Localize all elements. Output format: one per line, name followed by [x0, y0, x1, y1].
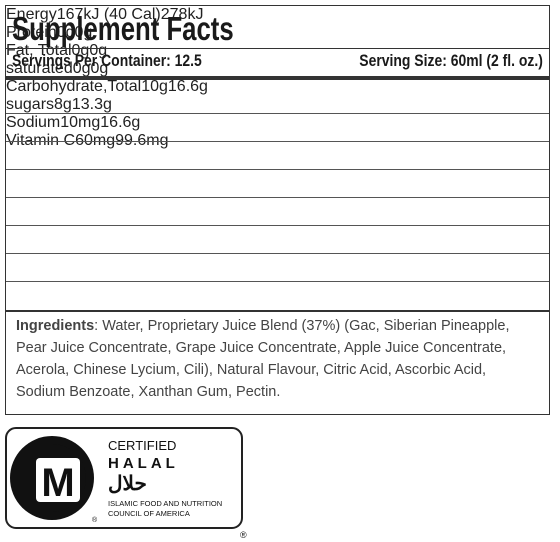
halal-logo: M ® CERTIFIED HALAL حلال ISLAMIC FOOD AN…	[5, 427, 247, 540]
logo-letter: M	[41, 461, 74, 505]
org-line: ISLAMIC FOOD AND NUTRITION	[108, 499, 222, 508]
cell: 0g	[74, 24, 93, 41]
cell: Carbohydrate,Total	[6, 78, 142, 95]
table-row: sugars8g13.3g	[6, 96, 549, 114]
row-rule	[6, 113, 549, 114]
table-row: Energy167kJ (40 Cal)278kJ	[6, 6, 549, 24]
cell: 0g	[56, 24, 75, 41]
ingredients-line: Pear Juice Concentrate, Grape Juice Conc…	[16, 340, 506, 356]
ingredients-line: Ingredients: Water, Proprietary Juice Bl…	[16, 318, 509, 334]
rule-thick	[6, 76, 549, 80]
cell: sugars	[6, 96, 55, 113]
ingredients-line: Acerola, Chinese Lycium, Cili), Natural …	[16, 362, 486, 378]
cell: 8g	[54, 96, 72, 113]
cell: 60mg	[75, 132, 116, 149]
row-rule	[6, 225, 549, 226]
row-rule	[6, 169, 549, 170]
cell: 0g	[90, 60, 109, 77]
cell: Energy	[6, 6, 57, 23]
cell: Protein	[6, 24, 57, 41]
cell: 16.6g	[167, 78, 208, 95]
cell: 167kJ (40 Cal)	[56, 6, 161, 23]
registered-mark: ®	[240, 530, 247, 540]
cell: 16.6g	[100, 114, 141, 131]
cell: 10g	[141, 78, 168, 95]
ingredients-label: Ingredients	[16, 318, 95, 334]
arabic: حلال	[108, 473, 147, 495]
halal: HALAL	[108, 455, 179, 472]
row-rule	[6, 197, 549, 198]
servings: Servings Per Container: 12.5	[12, 51, 202, 70]
cell: Fat, Total	[6, 42, 72, 59]
ingredients-text: Sodium Benzoate, Xanthan Gum, Pectin.	[16, 384, 281, 400]
cell: 10mg	[60, 114, 101, 131]
table-row: Vitamin C60mg99.6mg	[6, 132, 549, 150]
cell: 0g	[72, 60, 91, 77]
cell: 278kJ	[160, 6, 204, 23]
cell: saturated	[6, 60, 73, 77]
rule	[6, 310, 549, 312]
cell: 0g	[89, 42, 108, 59]
table-row: Sodium10mg16.6g	[6, 114, 549, 132]
cell: 13.3g	[71, 96, 112, 113]
row-rule	[6, 141, 549, 142]
cell: 0g	[71, 42, 90, 59]
ingredients-line: Sodium Benzoate, Xanthan Gum, Pectin.	[16, 384, 280, 400]
ingredients-text: Acerola, Chinese Lycium, Cili), Natural …	[16, 362, 487, 378]
cell: Vitamin C	[6, 132, 76, 149]
title: Supplement Facts	[12, 10, 234, 47]
facts-panel: Supplement Facts Servings Per Container:…	[5, 5, 550, 415]
row-rule	[6, 253, 549, 254]
table-row: Fat, Total0g0g	[6, 42, 549, 60]
ingredients-text: Pear Juice Concentrate, Grape Juice Conc…	[16, 340, 507, 356]
cell: Sodium	[6, 114, 61, 131]
org-line: COUNCIL OF AMERICA	[108, 509, 190, 518]
row-rule	[6, 281, 549, 282]
certified: CERTIFIED	[108, 438, 176, 453]
logo-frame	[5, 427, 243, 529]
nutrient-table: Energy167kJ (40 Cal)278kJ Protein0g0g Fat,…	[6, 6, 549, 282]
registered-mark: ®	[92, 516, 98, 524]
table-row: Protein0g0g	[6, 24, 549, 42]
logo-square	[36, 458, 80, 502]
serving-size: Serving Size: 60ml (2 fl. oz.)	[359, 51, 543, 70]
ingredients-text: : Water, Proprietary Juice Blend (37%) (…	[94, 318, 510, 334]
rule	[6, 48, 549, 49]
table-row: Carbohydrate,Total10g16.6g	[6, 78, 549, 96]
cell: 99.6mg	[115, 132, 169, 149]
table-row: saturated0g0g	[6, 60, 549, 78]
